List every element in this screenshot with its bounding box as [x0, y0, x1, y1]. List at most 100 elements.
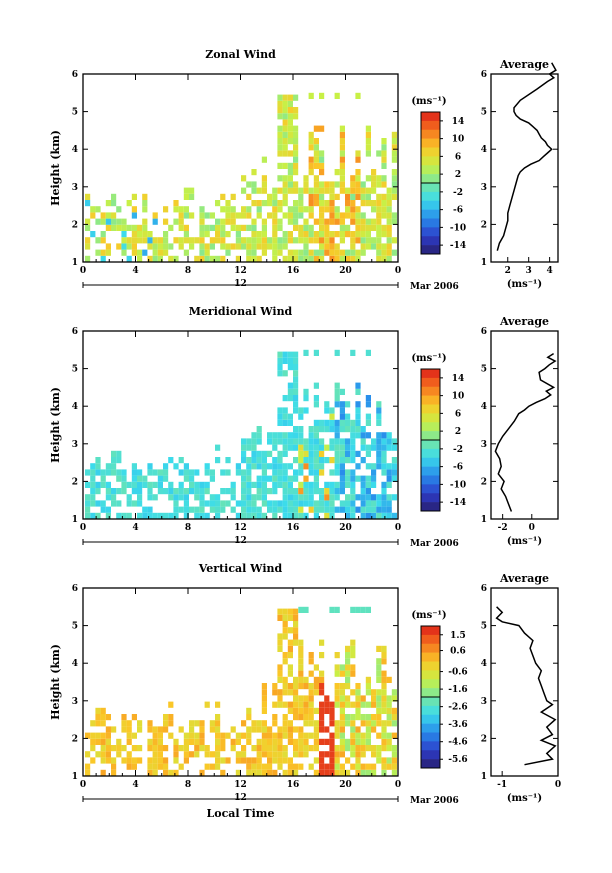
- heatmap-field: [85, 92, 397, 262]
- profile-y-tick-label: 5: [481, 108, 487, 118]
- y-tick-label: 6: [72, 584, 78, 594]
- colorbar-tick-label: -6: [453, 463, 463, 473]
- colorbar-swatch: [421, 174, 440, 184]
- colorbar-tick-label: -4.6: [448, 738, 467, 748]
- profile-x-tick-label: 2: [505, 266, 511, 276]
- y-tick-label: 1: [72, 515, 78, 525]
- date-tick-label: 12: [234, 279, 247, 289]
- profile-y-tick-label: 5: [481, 365, 487, 375]
- x-tick-label: 12: [234, 266, 247, 276]
- colorbar-swatch: [421, 466, 440, 476]
- colorbar-swatch: [421, 413, 440, 423]
- profile-frame: [490, 587, 559, 777]
- profile-y-tick-label: 1: [481, 772, 487, 782]
- colorbar-swatch: [421, 705, 440, 716]
- colorbar-tick-label: -1.6: [448, 685, 467, 695]
- x-tick-label: 8: [185, 523, 191, 533]
- colorbar-swatch: [421, 404, 440, 414]
- y-tick-label: 6: [72, 70, 78, 80]
- profile-y-tick-label: 2: [481, 477, 487, 487]
- x-axis-label: Local Time: [207, 807, 275, 820]
- date-tick-label: 12: [234, 793, 247, 803]
- y-axis-label: Height (km): [49, 387, 62, 463]
- profile-y-tick-label: 3: [481, 697, 487, 707]
- colorbar-swatch: [421, 191, 440, 202]
- x-tick-label: 8: [185, 780, 191, 790]
- x-tick-label: 20: [339, 780, 352, 790]
- x-tick-label: 12: [234, 523, 247, 533]
- profile-x-tick-label: -2: [498, 523, 508, 533]
- profile-y-tick-label: 1: [481, 258, 487, 268]
- x-tick-label: 4: [132, 266, 138, 276]
- colorbar-tick-label: 6: [455, 152, 461, 162]
- profile-line: [496, 62, 557, 251]
- profile-x-label: (ms⁻¹): [507, 793, 542, 804]
- y-tick-label: 3: [72, 697, 78, 707]
- colorbar-tick-label: -2: [453, 188, 463, 198]
- colorbar-unit: (ms⁻¹): [411, 353, 446, 364]
- profile-y-tick-label: 4: [481, 402, 487, 412]
- colorbar-tick-label: -14: [450, 498, 466, 508]
- colorbar-tick-label: -10: [450, 480, 466, 490]
- colorbar-swatch: [421, 209, 440, 219]
- panel-title: Vertical Wind: [198, 562, 283, 575]
- y-tick-label: 1: [72, 258, 78, 268]
- x-tick-label: 8: [185, 266, 191, 276]
- profile-panel: Average 1 2 3 4 5 6 2 3 4 (ms⁻¹): [481, 58, 559, 290]
- y-tick-label: 4: [72, 659, 78, 669]
- profile-title: Average: [499, 58, 549, 71]
- colorbar-swatch: [421, 245, 440, 255]
- y-tick-label: 2: [72, 477, 78, 487]
- colorbar-unit: (ms⁻¹): [411, 96, 446, 107]
- colorbar: (ms⁻¹) 14 10 6 2 -2 -6 -10 -14: [411, 353, 466, 512]
- colorbar-swatch: [421, 448, 440, 459]
- y-tick-label: 2: [72, 220, 78, 230]
- y-axis-label: Height (km): [49, 644, 62, 720]
- colorbar-swatch: [421, 369, 440, 379]
- colorbar-swatch: [421, 218, 440, 228]
- x-tick-label: 16: [287, 523, 300, 533]
- colorbar-swatch: [421, 200, 440, 210]
- profile-y-tick-label: 4: [481, 145, 487, 155]
- colorbar-swatch: [421, 165, 440, 175]
- colorbar-tick-label: -2.6: [448, 703, 467, 713]
- colorbar-swatch: [421, 129, 440, 139]
- x-tick-label: 0: [395, 266, 401, 276]
- profile-panel: Average 1 2 3 4 5 6 -2 0 (ms⁻¹): [481, 315, 559, 547]
- profile-line: [495, 606, 557, 766]
- colorbar-swatch: [421, 502, 440, 512]
- profile-title: Average: [499, 315, 549, 328]
- profile-frame: [490, 73, 559, 263]
- colorbar-swatch: [421, 227, 440, 237]
- colorbar-swatch: [421, 386, 440, 396]
- profile-y-tick-label: 1: [481, 515, 487, 525]
- colorbar-tick-label: 14: [452, 374, 465, 384]
- profile-x-tick-label: 3: [526, 266, 532, 276]
- profile-x-tick-label: 0: [555, 780, 561, 790]
- profile-panel: Average 1 2 3 4 5 6 -1 0 (ms⁻¹): [481, 572, 561, 804]
- colorbar-swatch: [421, 732, 440, 742]
- profile-line: [494, 352, 557, 512]
- colorbar-tick-label: 1.5: [450, 631, 466, 641]
- y-tick-label: 5: [72, 365, 78, 375]
- colorbar-swatch: [421, 679, 440, 689]
- colorbar-tick-label: -6: [453, 206, 463, 216]
- x-tick-label: 16: [287, 780, 300, 790]
- panel-title: Zonal Wind: [205, 48, 276, 61]
- colorbar-swatch: [421, 493, 440, 503]
- profile-y-tick-label: 6: [481, 584, 487, 594]
- profile-y-tick-label: 6: [481, 327, 487, 337]
- profile-x-tick-label: 0: [529, 523, 535, 533]
- profile-y-tick-label: 3: [481, 183, 487, 193]
- colorbar-swatch: [421, 120, 440, 131]
- profile-title: Average: [499, 572, 549, 585]
- colorbar-tick-label: -5.6: [448, 755, 467, 765]
- y-tick-label: 3: [72, 183, 78, 193]
- profile-x-tick-label: 4: [546, 266, 552, 276]
- profile-frame: [490, 330, 559, 520]
- x-tick-label: 0: [395, 780, 401, 790]
- x-tick-label: 0: [80, 266, 86, 276]
